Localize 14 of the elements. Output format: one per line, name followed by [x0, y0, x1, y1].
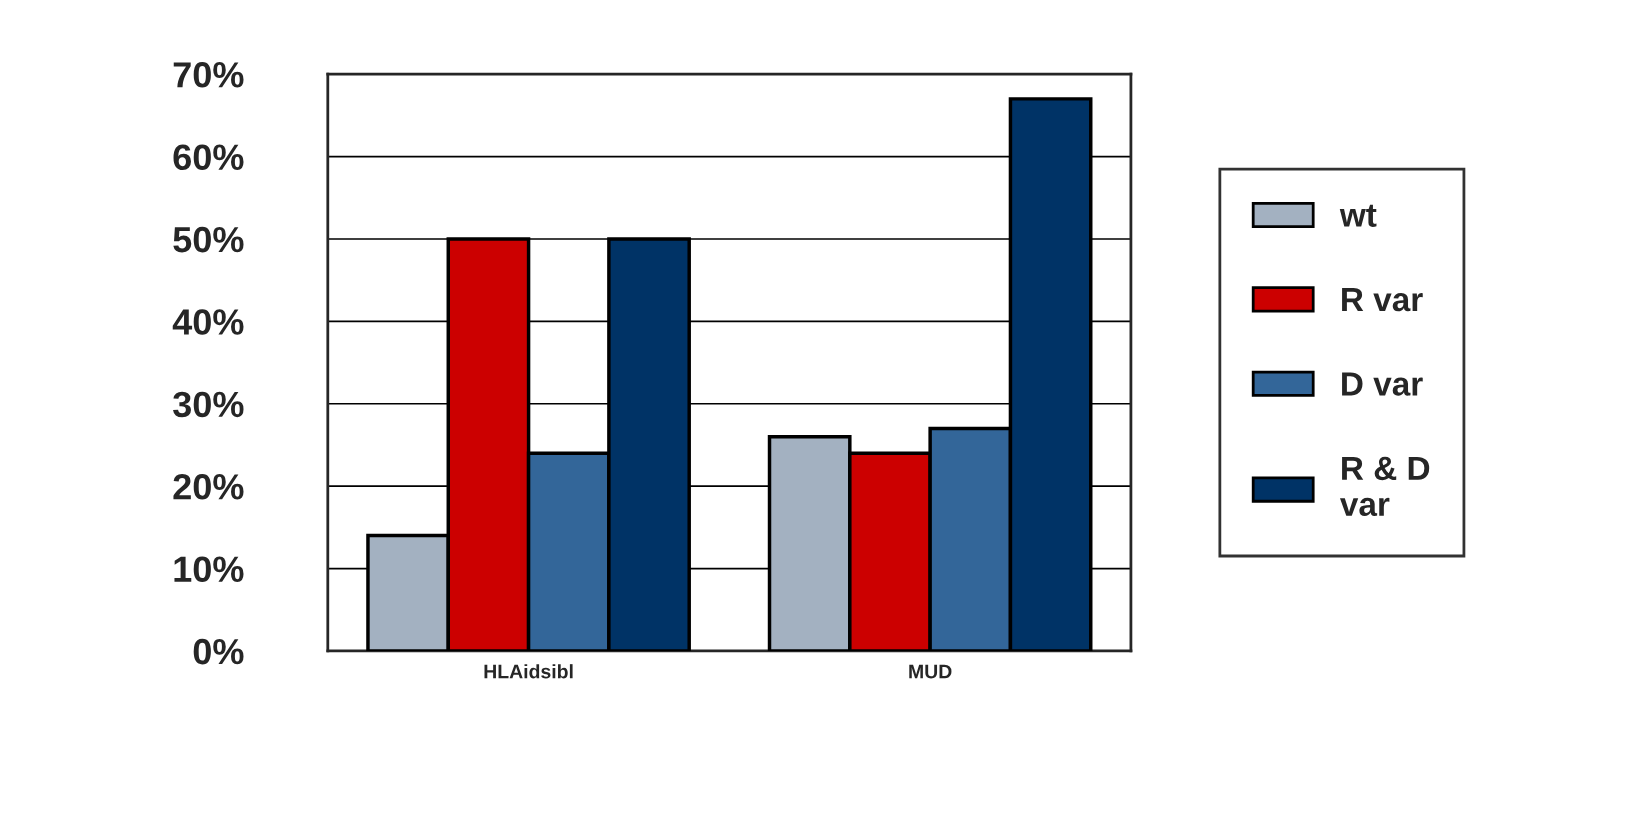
y-tick-label: 50% [173, 226, 244, 253]
x-tick-label: MUD [909, 664, 952, 679]
y-tick-label: 20% [173, 474, 244, 500]
legend-label: R & D var [1339, 456, 1430, 517]
y-tick-label: 70% [173, 62, 244, 88]
legend-label: wt [1339, 204, 1377, 227]
y-tick-label: 60% [173, 144, 244, 170]
y-tick-label: 0% [193, 638, 244, 665]
y-tick-label: 30% [173, 391, 244, 418]
y-tick-label: 10% [174, 556, 244, 582]
legend-label: D var [1342, 372, 1423, 396]
x-tick-label: HLAidsibl [484, 664, 573, 679]
y-tick-label: 40% [172, 309, 244, 335]
legend-label: R var [1342, 288, 1423, 312]
